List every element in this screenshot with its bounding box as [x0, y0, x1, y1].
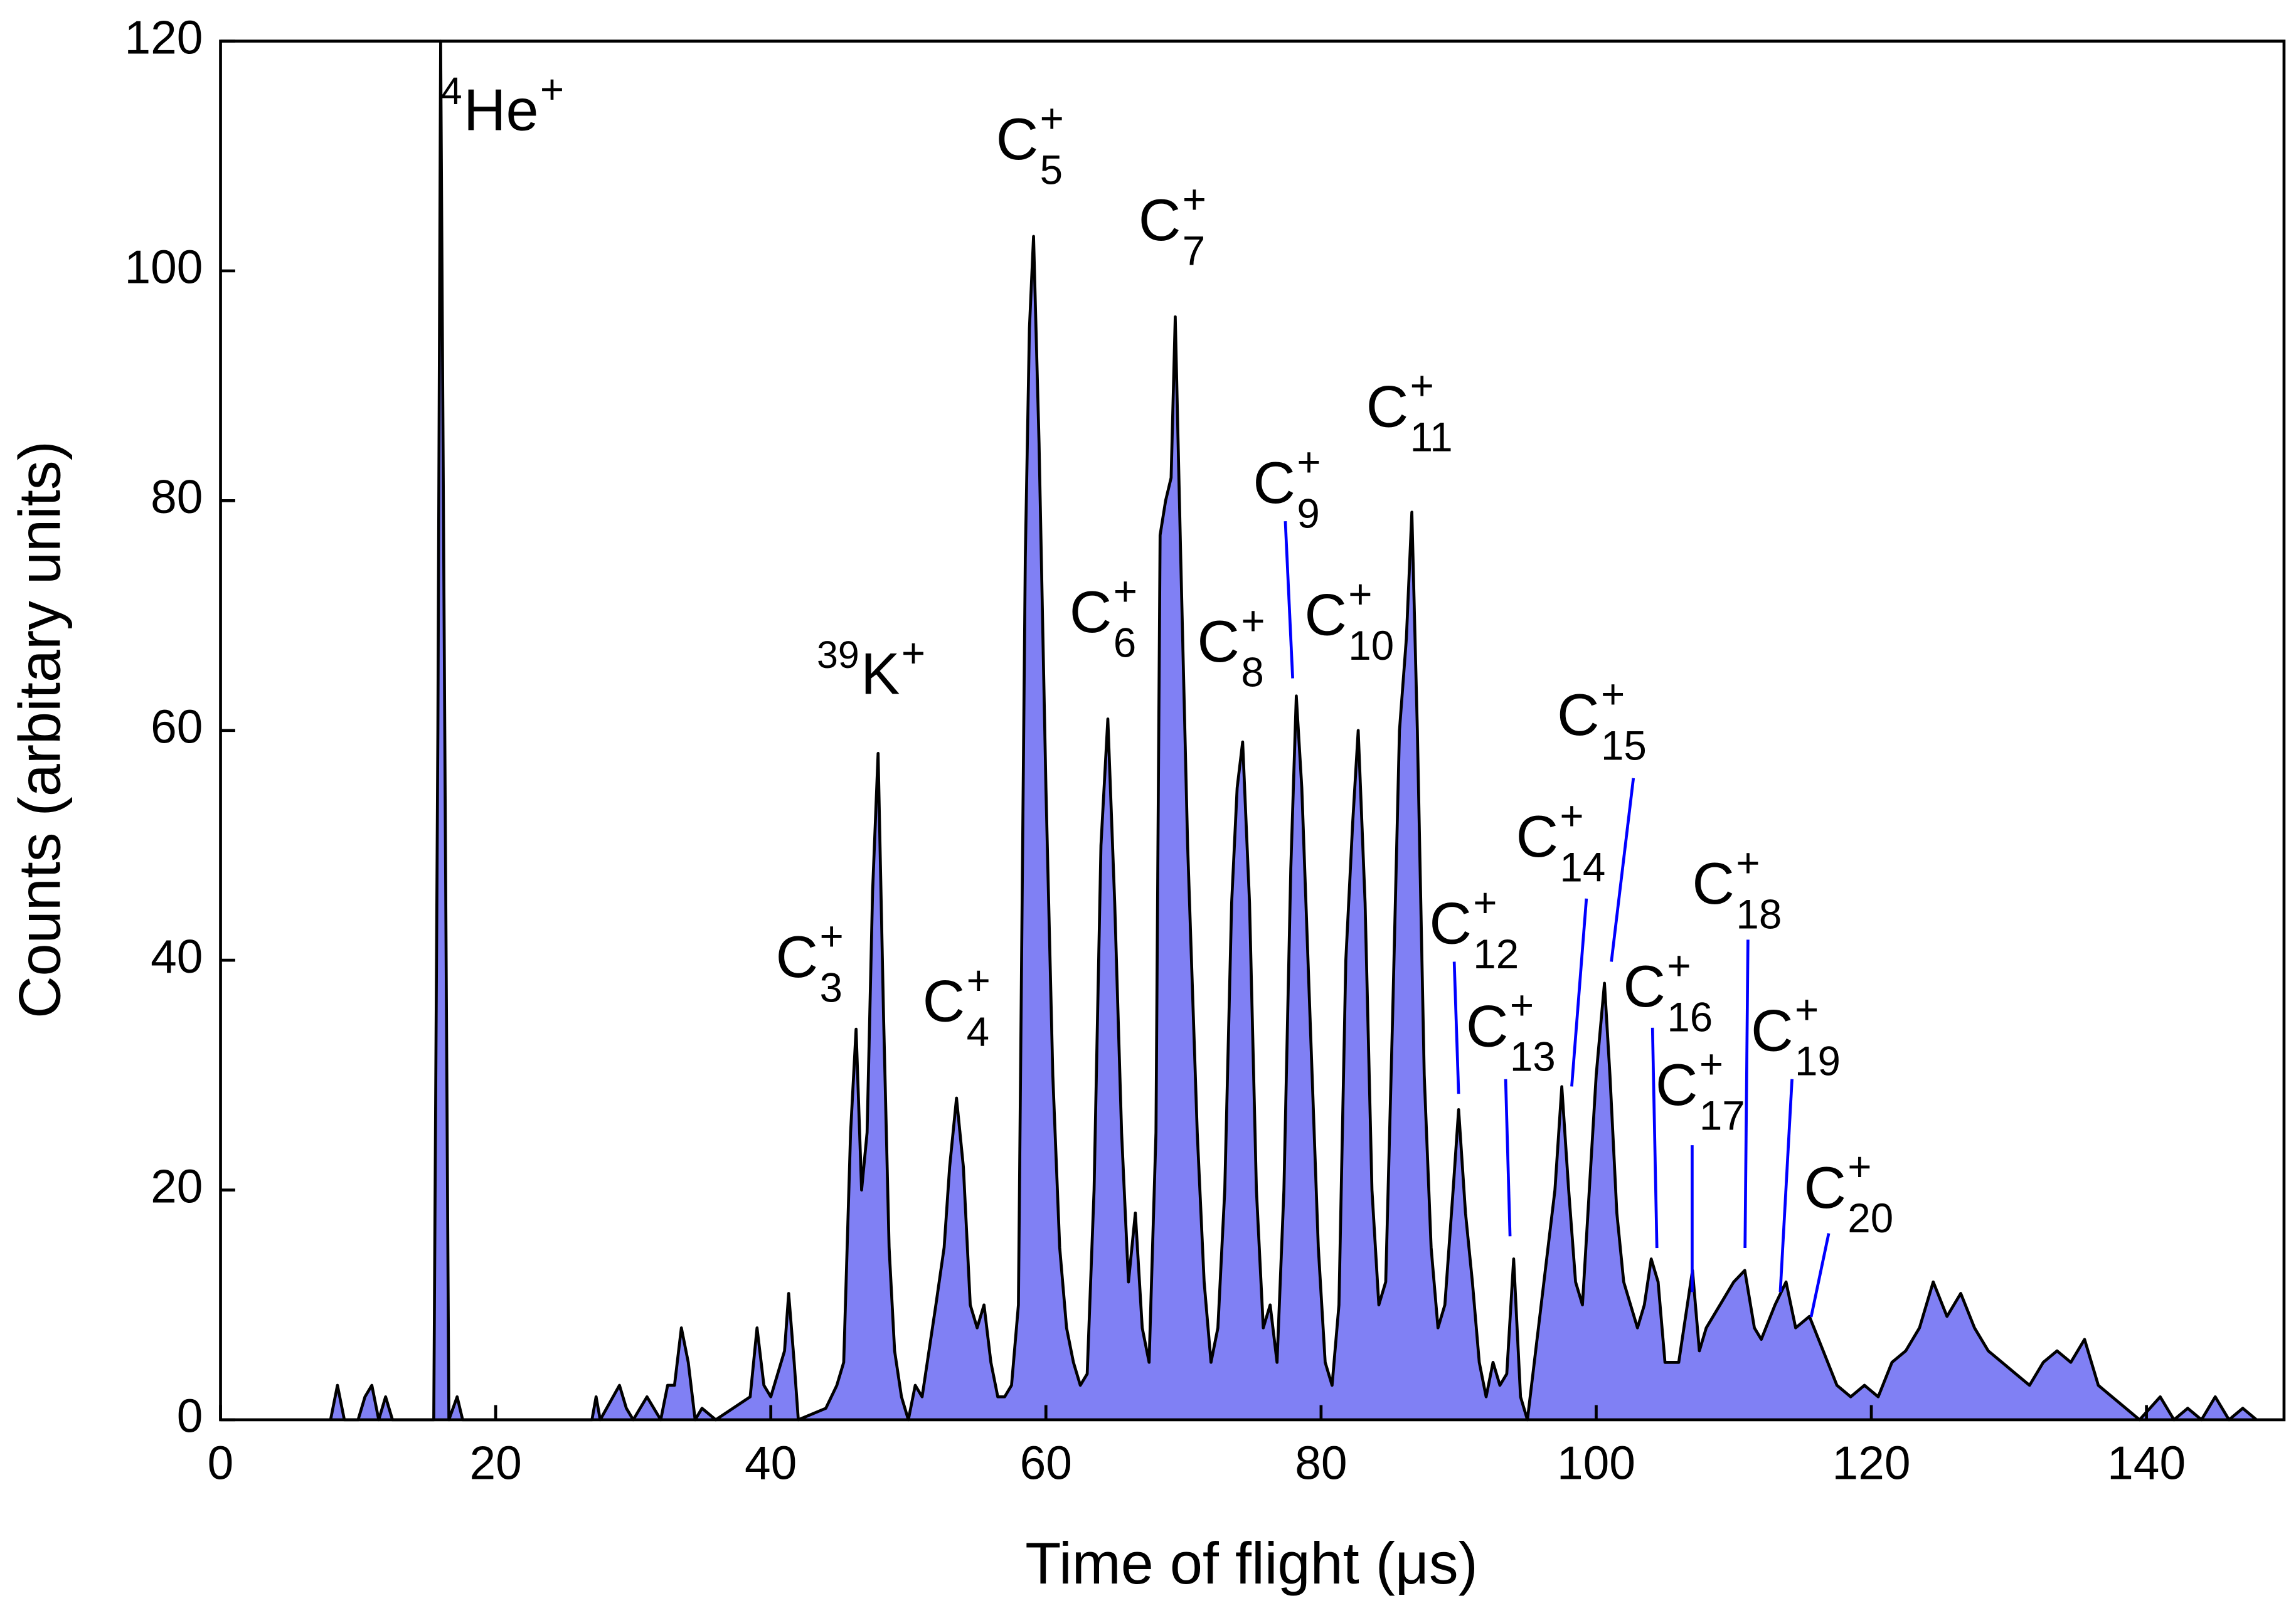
annotation-subscript: 14: [1560, 845, 1605, 891]
x-tick-label: 60: [1020, 1437, 1072, 1489]
x-tick-label: 80: [1295, 1437, 1347, 1489]
leader-line: [1284, 521, 1294, 679]
y-axis-label: Counts (arbitary units): [6, 441, 72, 1018]
annotation-superscript: +: [967, 958, 991, 1003]
y-tick-label: 60: [151, 701, 203, 753]
x-axis-label: Time of flight (μs): [1025, 1530, 1478, 1596]
annotation-subscript: 5: [1040, 147, 1063, 193]
annotation-text: C: [1070, 579, 1112, 645]
y-tick-label: 80: [151, 470, 203, 523]
annotation-superscript: +: [1699, 1041, 1723, 1087]
annotation-superscript: +: [1040, 96, 1064, 142]
annotation-superscript: +: [1847, 1144, 1871, 1190]
annotation-subscript: 16: [1667, 994, 1713, 1040]
line: [329, 40, 2258, 1422]
annotation-text: He: [464, 77, 539, 142]
annotation-superscript: +: [1183, 176, 1206, 222]
annotation-subscript: 10: [1348, 623, 1394, 669]
annotation-text: K: [861, 640, 900, 706]
leader-line: [1809, 1233, 1831, 1318]
leader-line: [1452, 961, 1460, 1094]
x-tick-label: 20: [469, 1437, 521, 1489]
leader-line: [1610, 778, 1635, 962]
annotation-prefix: 39: [817, 633, 859, 676]
annotation-text: C: [996, 106, 1039, 172]
annotation-subscript: 11: [1410, 415, 1453, 460]
annotation-subscript: 12: [1473, 931, 1519, 977]
annotation-superscript: +: [1601, 671, 1625, 717]
y-tick-label: 20: [151, 1160, 203, 1212]
annotation-superscript: +: [1510, 983, 1534, 1028]
annotation-superscript: +: [1560, 793, 1583, 839]
y-tick-label: 40: [151, 930, 203, 983]
x-tick-label: 100: [1557, 1437, 1635, 1489]
annotation-superscript: +: [1241, 598, 1265, 643]
leader-line: [1570, 898, 1588, 1087]
annotation-text: C: [1139, 187, 1181, 253]
annotation-text: C: [1751, 997, 1794, 1063]
annotation-subscript: 4: [967, 1009, 989, 1055]
annotation-text: C: [1466, 993, 1509, 1059]
annotation-text: C: [1656, 1052, 1698, 1118]
annotation-text: C: [1557, 682, 1600, 748]
annotation-text: C: [1804, 1155, 1846, 1220]
annotation-subscript: 3: [819, 965, 842, 1011]
x-tick-label: 120: [1832, 1437, 1911, 1489]
x-tick-label: 40: [745, 1437, 797, 1489]
annotation-subscript: 8: [1241, 649, 1263, 695]
annotation-subscript: 18: [1736, 892, 1782, 938]
y-tick-label: 100: [124, 241, 203, 293]
annotation-superscript: +: [1795, 987, 1819, 1033]
annotation-text: C: [1366, 373, 1409, 439]
annotation-superscript: +: [901, 630, 925, 676]
leader-line: [1650, 1027, 1659, 1249]
annotation-subscript: 15: [1601, 722, 1647, 768]
annotation-subscript: 9: [1297, 490, 1319, 536]
annotation-superscript: +: [1667, 943, 1691, 989]
y-tick-label: 120: [124, 11, 203, 63]
annotation-text: C: [1304, 582, 1347, 648]
annotation-subscript: 19: [1795, 1039, 1841, 1084]
leader-line: [1743, 939, 1750, 1249]
annotation-superscript: +: [819, 914, 843, 960]
leader-line: [1778, 1079, 1794, 1293]
x-tick-label: 0: [208, 1437, 234, 1489]
annotation-subscript: 13: [1510, 1034, 1556, 1080]
annotation-text: C: [1516, 803, 1558, 869]
annotation-superscript: +: [1473, 880, 1497, 926]
annotation-subscript: 17: [1699, 1092, 1745, 1138]
annotation-superscript: +: [1736, 840, 1760, 886]
y-tick-label: 0: [177, 1390, 203, 1442]
annotation-subscript: 6: [1113, 620, 1136, 665]
annotation-text: C: [776, 924, 819, 990]
x-tick-label: 140: [2107, 1437, 2186, 1489]
annotation-superscript: +: [1297, 439, 1321, 485]
annotation-text: C: [923, 968, 965, 1034]
leader-line: [1504, 1079, 1512, 1237]
annotation-prefix: 4: [441, 70, 462, 112]
annotation-superscript: +: [1113, 568, 1137, 614]
annotation-superscript: +: [1348, 571, 1372, 617]
annotation-superscript: +: [540, 66, 564, 112]
area: [330, 41, 2257, 1420]
annotation-text: C: [1253, 450, 1295, 516]
annotation-subscript: 7: [1183, 228, 1205, 273]
annotation-subscript: 20: [1847, 1195, 1893, 1241]
annotation-text: C: [1197, 608, 1240, 674]
annotation-superscript: +: [1410, 363, 1434, 409]
annotation-text: C: [1623, 953, 1666, 1019]
annotation-text: C: [1429, 890, 1472, 956]
annotation-text: C: [1692, 850, 1735, 916]
